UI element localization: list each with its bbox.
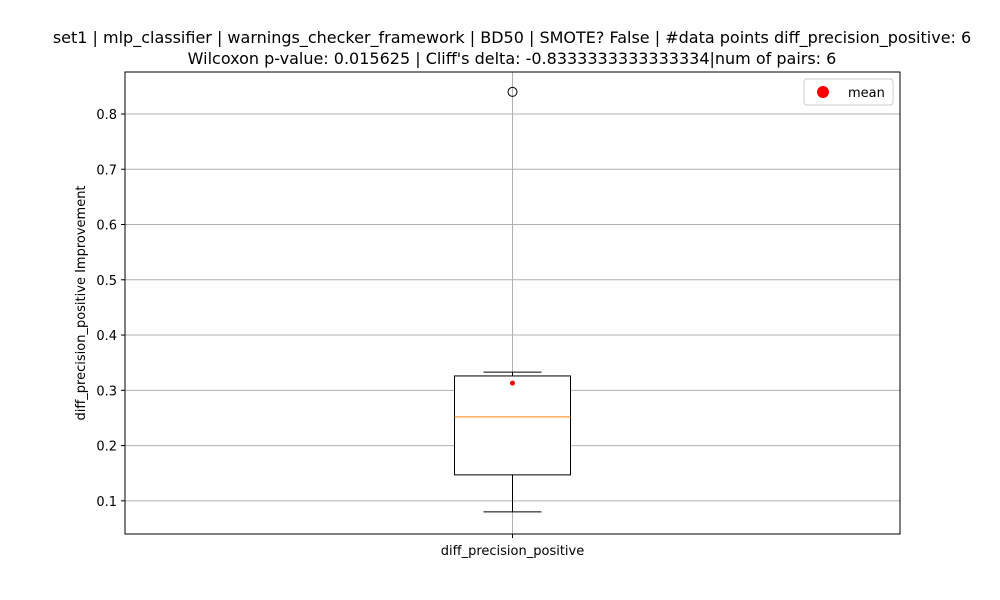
legend: mean (803, 78, 894, 106)
grid-lines (125, 72, 900, 534)
mean-marker (510, 380, 515, 386)
outlier-point (507, 86, 518, 97)
y-tick-label: 0.6 (96, 219, 117, 234)
interquartile-box (454, 375, 571, 476)
legend-mean-label: mean (848, 86, 885, 101)
y-tick-label: 0.3 (96, 384, 117, 399)
y-tick-label: 0.4 (96, 329, 117, 344)
chart-title-line-2: Wilcoxon p-value: 0.015625 | Cliff's del… (188, 49, 837, 68)
y-axis-ticks: 0.1 0.2 0.3 0.4 0.5 0.6 0.7 0.8 (96, 108, 125, 510)
y-axis-label: diff_precision_positive Improvement (74, 185, 89, 420)
y-tick-label: 0.2 (96, 440, 117, 455)
legend-box (803, 78, 894, 106)
y-tick-label: 0.1 (96, 495, 117, 510)
y-tick-label: 0.5 (96, 274, 117, 289)
x-tick-label: diff_precision_positive (441, 544, 584, 559)
legend-mean-marker (817, 86, 829, 98)
x-axis-ticks: diff_precision_positive (441, 534, 584, 559)
box-elements (454, 86, 571, 513)
y-tick-label: 0.7 (96, 163, 117, 178)
y-tick-label: 0.8 (96, 108, 117, 123)
chart-title-line-1: set1 | mlp_classifier | warnings_checker… (53, 28, 971, 48)
